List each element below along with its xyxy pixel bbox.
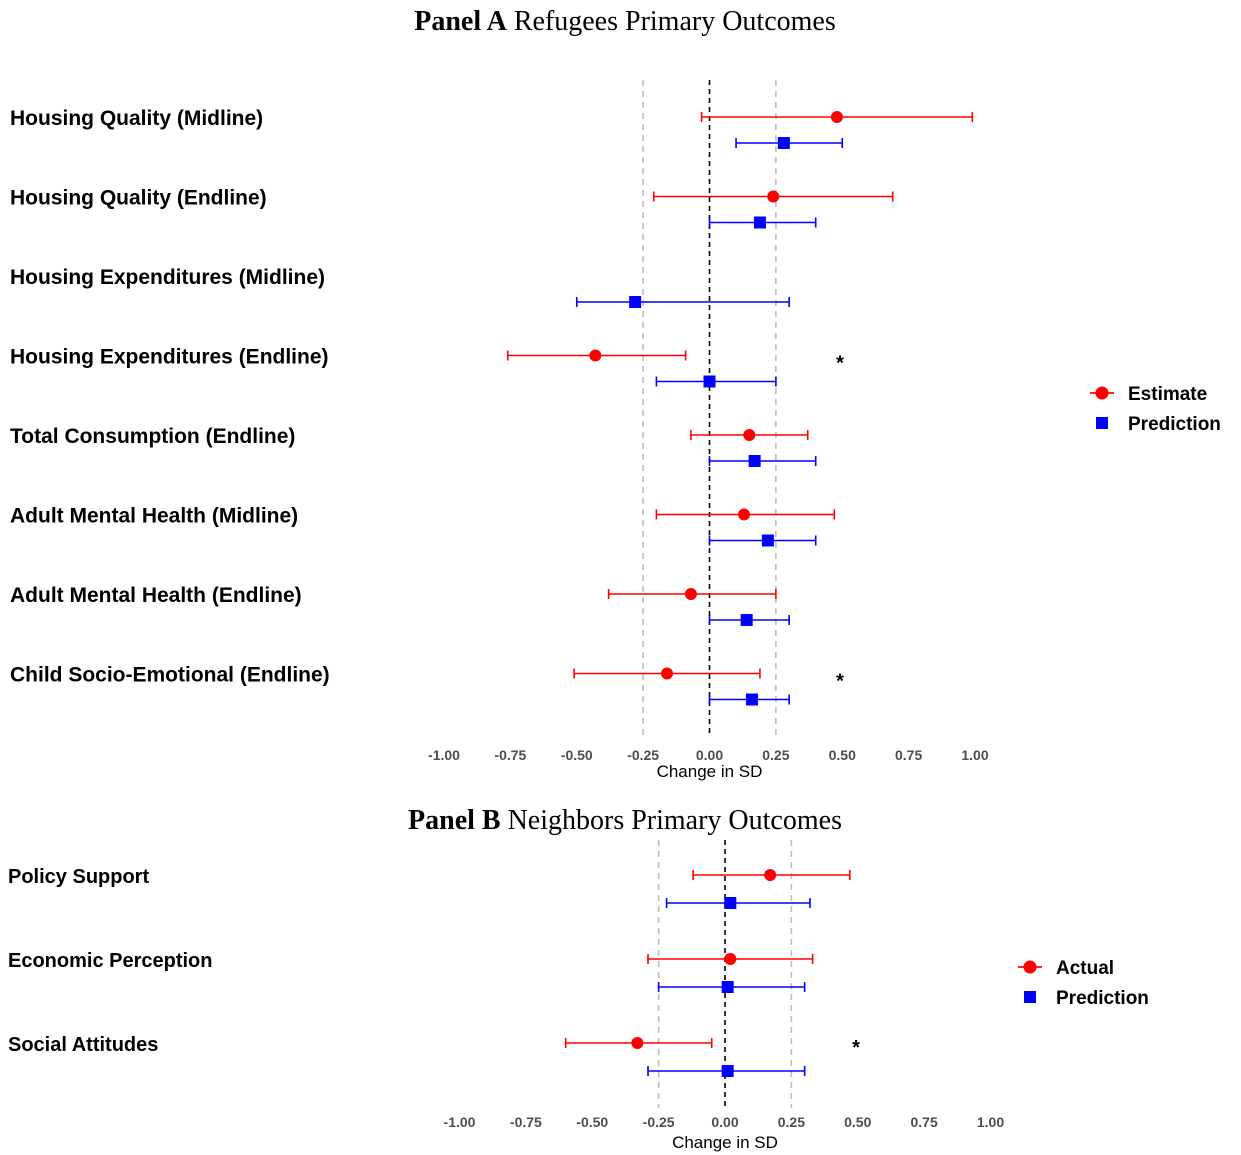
panel-0-series-0-point-6 — [607, 588, 777, 600]
prediction-marker — [753, 216, 766, 229]
panel-0-category-label-0: Housing Quality (Midline) — [10, 107, 263, 130]
estimate-marker — [738, 508, 751, 521]
panel-a: Panel A Refugees Primary Outcomes Housing… — [10, 6, 1221, 781]
estimate-marker — [631, 1037, 644, 1049]
panel-0-title-bold: Panel A — [414, 6, 507, 37]
legend-label: Estimate — [1128, 384, 1207, 405]
prediction-marker — [721, 1065, 734, 1077]
prediction-marker — [740, 614, 753, 626]
panel-0-series-1-point-7 — [708, 693, 790, 706]
panel-1-series-1-point-0 — [665, 897, 811, 909]
panel-0-x-tick-5: 0.25 — [762, 747, 789, 763]
panel-1-x-tick-8: 1.00 — [977, 1114, 1004, 1130]
panel-0-category-label-2: Housing Expenditures (Midline) — [10, 266, 325, 289]
panel-0-significance-star-0: * — [836, 353, 844, 375]
panel-1-significance-star-0: * — [852, 1037, 860, 1059]
panel-1-series-0-point-2 — [564, 1037, 713, 1049]
panel-0-series-1-point-6 — [708, 614, 790, 626]
prediction-marker — [777, 137, 790, 149]
panel-1-title-bold: Panel B — [408, 805, 501, 836]
legend-item-1: Prediction — [1096, 414, 1221, 435]
prediction-marker — [721, 981, 734, 993]
panel-0-series-0-point-1 — [652, 190, 894, 203]
panel-0-x-tick-0: -1.00 — [428, 747, 460, 763]
panel-0-category-label-4: Total Consumption (Endline) — [10, 425, 295, 448]
panel-0-category-label-3: Housing Expenditures (Endline) — [10, 346, 329, 369]
panel-0-series-1-point-3 — [655, 375, 777, 388]
legend-circle — [1023, 960, 1037, 974]
panel-1-title-text: Neighbors Primary Outcomes — [501, 805, 842, 836]
panel-0-significance-star-1: * — [836, 671, 844, 693]
panel-0-series-1-point-0 — [735, 137, 844, 149]
panel-0-x-tick-4: 0.00 — [696, 747, 723, 763]
estimate-marker — [684, 588, 697, 600]
legend-square — [1096, 417, 1108, 429]
panel-1-category-label-1: Economic Perception — [8, 950, 213, 972]
panel-1-title: Panel B Neighbors Primary Outcomes — [408, 805, 842, 836]
legend-circle — [1095, 386, 1109, 400]
legend-label: Prediction — [1056, 988, 1149, 1009]
panel-0-series-1-point-5 — [708, 534, 817, 547]
panel-1-x-tick-4: 0.00 — [711, 1114, 738, 1130]
panel-0-series-0-point-4 — [690, 429, 809, 441]
panel-1-legend: Actual Prediction — [1018, 958, 1149, 1009]
panel-1-x-tick-7: 0.75 — [911, 1114, 938, 1130]
panel-1-series-1-point-2 — [647, 1065, 806, 1077]
prediction-marker — [703, 375, 716, 388]
panel-0-series-0-point-3 — [506, 349, 687, 362]
estimate-marker — [764, 869, 777, 881]
panel-1-x-tick-3: -0.25 — [643, 1114, 675, 1130]
panel-0-series-0-point-5 — [655, 508, 836, 521]
prediction-marker — [748, 455, 761, 467]
panel-0-x-axis-title: Change in SD — [657, 762, 763, 781]
panel-0-series-1-point-4 — [708, 455, 817, 467]
panel-0-x-tick-8: 1.00 — [961, 747, 988, 763]
legend-item-0: Actual — [1018, 958, 1114, 979]
panel-1-x-axis-title: Change in SD — [672, 1133, 778, 1152]
panel-1-series-1-point-1 — [657, 981, 806, 993]
panel-1-x-tick-1: -0.75 — [510, 1114, 542, 1130]
panel-0-title: Panel A Refugees Primary Outcomes — [414, 6, 835, 37]
panel-1-category-label-2: Social Attitudes — [8, 1034, 158, 1056]
estimate-marker — [767, 190, 780, 203]
legend-label: Prediction — [1128, 414, 1221, 435]
panel-0-title-text: Refugees Primary Outcomes — [507, 6, 836, 37]
panel-0-x-tick-1: -0.75 — [494, 747, 526, 763]
panel-0-x-tick-7: 0.75 — [895, 747, 922, 763]
panel-0-category-label-6: Adult Mental Health (Endline) — [10, 584, 302, 607]
estimate-marker — [830, 111, 843, 123]
panel-0-series-0-point-0 — [700, 111, 974, 123]
panel-1-series-0-point-0 — [692, 869, 851, 881]
panel-0-category-label-1: Housing Quality (Endline) — [10, 187, 267, 210]
panel-1-x-tick-5: 0.25 — [778, 1114, 805, 1130]
panel-0-series-0-point-7 — [573, 667, 761, 680]
prediction-marker — [724, 897, 737, 909]
panel-1-x-tick-6: 0.50 — [844, 1114, 871, 1130]
panel-0-series-1-point-1 — [708, 216, 817, 229]
legend-item-0: Estimate — [1090, 384, 1207, 405]
panel-0-legend: Estimate Prediction — [1090, 384, 1221, 435]
legend-item-1: Prediction — [1024, 988, 1149, 1009]
estimate-marker — [743, 429, 756, 441]
panel-1-category-label-0: Policy Support — [8, 866, 149, 888]
panel-0-x-tick-6: 0.50 — [829, 747, 856, 763]
estimate-marker — [661, 667, 674, 680]
legend-square — [1024, 991, 1036, 1003]
prediction-marker — [745, 693, 758, 706]
panel-1-x-tick-0: -1.00 — [444, 1114, 476, 1130]
panel-0-category-label-5: Adult Mental Health (Midline) — [10, 505, 298, 528]
estimate-marker — [589, 349, 602, 362]
prediction-marker — [761, 534, 774, 547]
panel-1-series-0-point-1 — [647, 953, 814, 965]
prediction-marker — [629, 296, 642, 308]
panel-0-x-tick-3: -0.25 — [627, 747, 659, 763]
panel-0-x-tick-2: -0.50 — [561, 747, 593, 763]
legend-label: Actual — [1056, 958, 1114, 979]
estimate-marker — [724, 953, 737, 965]
panel-0-category-label-7: Child Socio-Emotional (Endline) — [10, 664, 330, 687]
panel-0-series-1-point-2 — [575, 296, 790, 308]
panel-b: Panel B Neighbors Primary Outcomes Policy… — [8, 805, 1149, 1152]
panel-1-x-tick-2: -0.50 — [576, 1114, 608, 1130]
